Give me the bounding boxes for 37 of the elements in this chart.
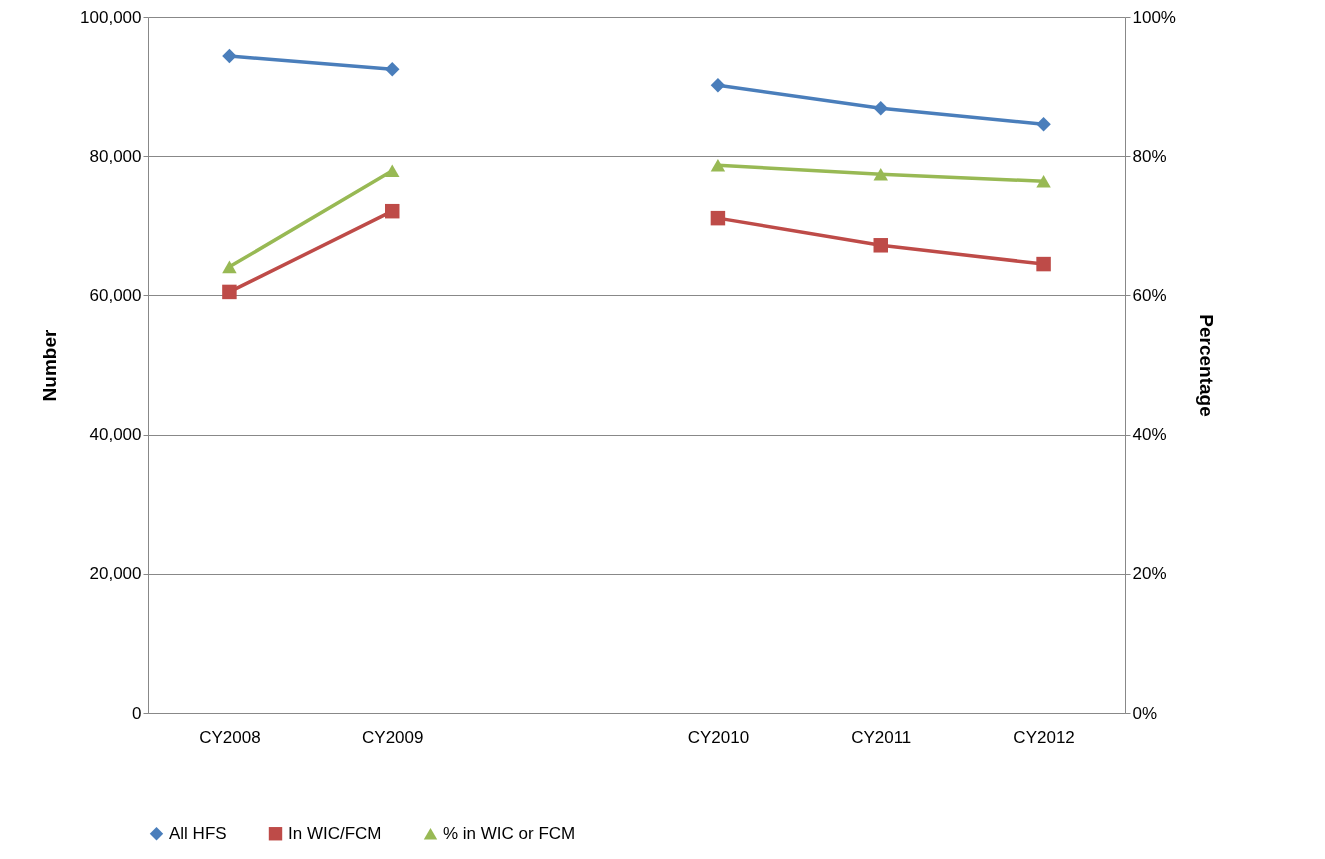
y-tick-label: 60,000 [89, 285, 142, 305]
point [1036, 174, 1051, 188]
legend-label: % in WIC or FCM [443, 823, 576, 843]
y-tick-label: 100,000 [80, 7, 142, 27]
point [385, 164, 400, 178]
point [873, 168, 888, 181]
y2-tick-label: 0% [1132, 703, 1158, 723]
y2-axis-title: Percentage [1195, 314, 1217, 417]
point [222, 260, 237, 274]
y2-tick-label: 60% [1132, 285, 1167, 305]
x-tick-label: CY2009 [362, 727, 424, 747]
y2-tick-label: 40% [1132, 425, 1167, 445]
legend-label: All HFS [169, 823, 227, 843]
point [1036, 256, 1051, 272]
y2-tick-label: 80% [1132, 146, 1167, 166]
point [710, 158, 726, 172]
y-axis-title: Number [39, 329, 61, 402]
point [385, 61, 400, 77]
point [1036, 116, 1051, 132]
x-tick-label: CY2008 [199, 727, 261, 747]
y2-tick-label: 100% [1132, 7, 1176, 27]
point [873, 238, 888, 253]
point [222, 284, 237, 300]
legend-label: In WIC/FCM [288, 823, 382, 843]
y-tick-label: 40,000 [89, 425, 142, 445]
point [710, 210, 726, 226]
y2-tick-label: 20% [1132, 564, 1167, 584]
x-tick-label: CY2011 [851, 727, 912, 747]
x-tick-label: CY2012 [1013, 727, 1075, 747]
point [873, 100, 888, 116]
x-tick-label: CY2010 [687, 727, 750, 747]
point [385, 203, 400, 219]
point [222, 48, 237, 64]
point [710, 77, 726, 93]
y-tick-label: 0 [132, 703, 142, 723]
y-tick-label: 80,000 [89, 146, 142, 166]
y-tick-label: 20,000 [89, 564, 142, 584]
